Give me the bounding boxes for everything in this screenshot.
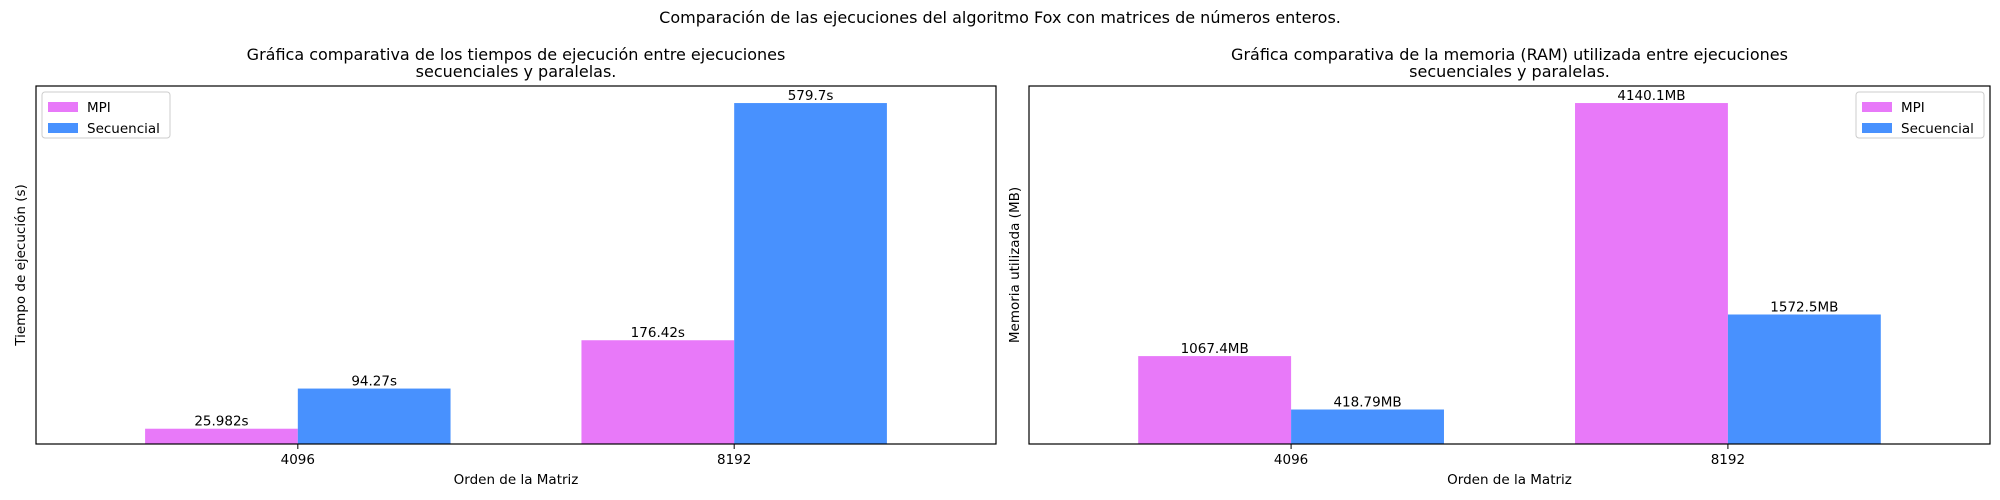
data-label: 25.982s: [194, 414, 248, 430]
x-tick-label: 4096: [281, 452, 315, 468]
chart-panel-1: Gráfica comparativa de los tiempos de ej…: [13, 45, 997, 488]
bar-secuencial-8192: [734, 103, 887, 444]
x-tick-label: 8192: [1711, 452, 1745, 468]
x-axis-label: Orden de la Matriz: [454, 472, 579, 488]
data-label: 176.42s: [631, 325, 685, 341]
chart-title: Gráfica comparativa de los tiempos de ej…: [247, 45, 786, 81]
chart-title: Gráfica comparativa de la memoria (RAM) …: [1231, 45, 1788, 81]
data-label: 94.27s: [351, 374, 397, 390]
data-label: 1067.4MB: [1181, 341, 1249, 357]
bar-secuencial-4096: [1291, 409, 1444, 444]
charts-container: Gráfica comparativa de los tiempos de ej…: [13, 45, 1991, 488]
bar-mpi-4096: [145, 428, 298, 444]
legend-swatch: [1862, 102, 1892, 112]
data-label: 418.79MB: [1333, 395, 1401, 411]
legend-label: Secuencial: [1901, 121, 1974, 137]
x-tick-label: 8192: [717, 452, 751, 468]
legend-swatch: [48, 123, 78, 133]
legend-label: Secuencial: [87, 121, 160, 137]
y-axis-label: Tiempo de ejecución (s): [13, 184, 29, 347]
plot-frame: [1028, 85, 1991, 445]
x-axis-label: Orden de la Matriz: [1447, 472, 1572, 488]
data-label: 1572.5MB: [1770, 299, 1838, 315]
plot-frame: [35, 85, 997, 445]
legend-swatch: [1862, 123, 1892, 133]
bar-mpi-8192: [581, 340, 735, 444]
legend-swatch: [48, 102, 78, 112]
bar-secuencial-8192: [1727, 314, 1881, 444]
legend: MPI Secuencial: [41, 91, 171, 139]
data-label: 4140.1MB: [1617, 88, 1685, 104]
bar-mpi-4096: [1138, 356, 1292, 444]
legend-label: MPI: [1901, 100, 1925, 116]
data-label: 579.7s: [788, 88, 834, 104]
y-axis-label: Memoria utilizada (MB): [1007, 187, 1023, 343]
bar-mpi-8192: [1575, 103, 1728, 444]
bar-secuencial-4096: [297, 388, 451, 444]
legend-label: MPI: [87, 100, 111, 116]
x-tick-label: 4096: [1274, 452, 1308, 468]
chart-panel-2: Gráfica comparativa de la memoria (RAM) …: [1007, 45, 1991, 488]
figure-suptitle: Comparación de las ejecuciones del algor…: [659, 8, 1341, 27]
legend: MPI Secuencial: [1855, 91, 1985, 139]
